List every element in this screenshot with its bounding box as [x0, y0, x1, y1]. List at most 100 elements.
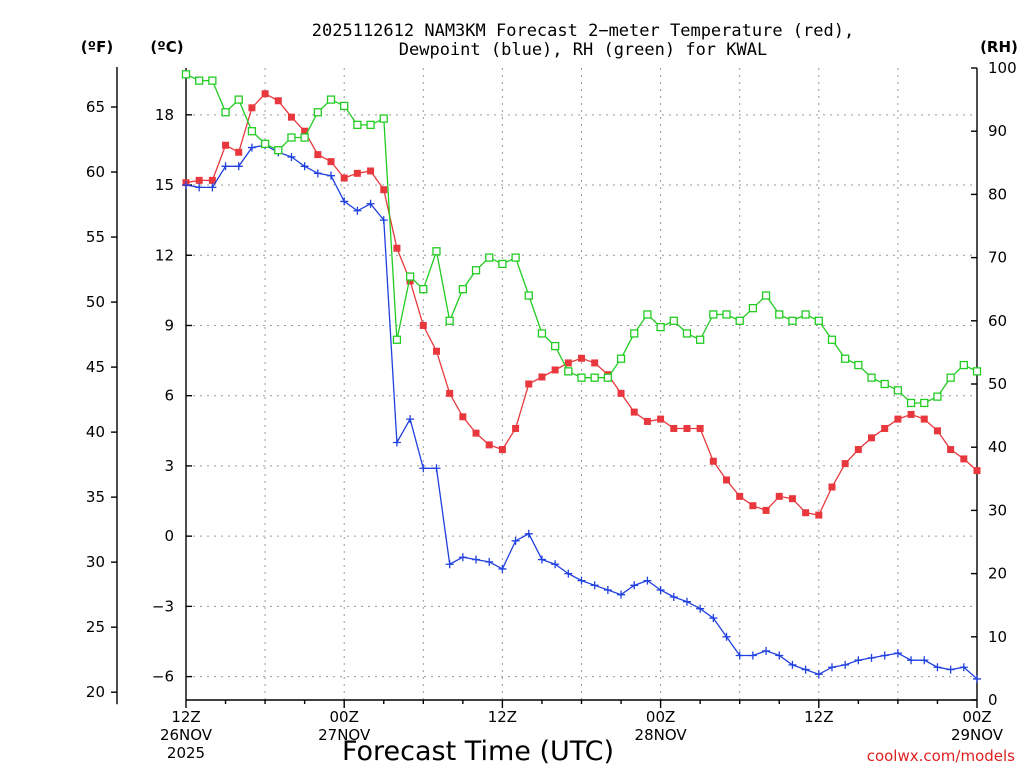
temperature-point — [485, 441, 493, 449]
temperature-point — [512, 424, 520, 432]
data-series — [181, 70, 982, 683]
dewpoint-point — [656, 585, 665, 594]
dewpoint-point — [537, 555, 546, 564]
rh-point — [959, 360, 968, 370]
dewpoint-point — [880, 651, 889, 660]
rh-point — [748, 304, 758, 313]
rh-tick-label: 90 — [988, 122, 1007, 140]
temperature-point — [525, 380, 533, 388]
rh-point — [471, 266, 481, 275]
temperature-point — [630, 408, 638, 416]
celsius-tick-label: 3 — [164, 457, 174, 475]
fahrenheit-tick-label: 50 — [86, 293, 105, 311]
temperature-point — [287, 113, 295, 121]
dewpoint-point — [511, 536, 520, 545]
rh-point — [682, 329, 692, 338]
temperature-point — [578, 354, 585, 362]
rh-point — [550, 341, 560, 351]
temperature-point — [353, 169, 361, 177]
temperature-point — [274, 97, 282, 105]
temperature-point — [367, 167, 375, 175]
temperature-point — [419, 321, 427, 329]
rh-tick-label: 0 — [988, 691, 998, 709]
temperature-point — [762, 506, 770, 514]
dewpoint-point — [709, 614, 718, 623]
temperature-point — [775, 492, 783, 500]
temperature-point — [406, 277, 414, 285]
temperature-point — [736, 492, 744, 500]
dewpoint-point — [827, 663, 836, 672]
rh-point — [603, 373, 613, 382]
chart-title-line1: 2025112612 NAM3KM Forecast 2−meter Tempe… — [312, 21, 854, 41]
dewpoint-point — [379, 216, 388, 225]
dewpoint-point — [775, 651, 784, 660]
temperature-point — [261, 90, 269, 98]
fahrenheit-tick-label: 55 — [86, 228, 105, 246]
dewpoint-point — [762, 646, 771, 655]
rh-point — [761, 291, 771, 300]
dewpoint-point — [643, 576, 652, 585]
temperature-point — [696, 424, 704, 432]
rh-point — [445, 316, 454, 325]
dewpoint-point — [300, 162, 309, 171]
dewpoint-point — [867, 653, 876, 662]
temperature-point — [222, 141, 230, 149]
temperature-point — [459, 413, 467, 421]
temperature-point — [591, 359, 599, 367]
temperature-point — [301, 127, 309, 135]
rh-point — [564, 367, 573, 376]
fahrenheit-tick-label: 35 — [86, 488, 105, 506]
rh-point — [656, 322, 665, 332]
dewpoint-point — [353, 206, 362, 215]
rh-tick-label: 60 — [988, 312, 1007, 330]
temperature-point — [617, 389, 625, 397]
dewpoint-point — [577, 576, 586, 585]
dewpoint-point — [630, 581, 639, 590]
rh-point — [195, 76, 204, 85]
dewpoint-point — [617, 590, 626, 599]
rh-point — [379, 114, 388, 123]
fahrenheit-tick-label: 65 — [86, 98, 105, 116]
temperature-point — [920, 415, 928, 423]
time-tick-label: 26NOV — [160, 726, 213, 744]
rh-point — [234, 95, 243, 104]
dewpoint-point — [564, 569, 573, 578]
temperature-point — [446, 389, 454, 397]
celsius-tick-label: 6 — [164, 387, 174, 405]
dewpoint-point — [498, 564, 507, 573]
dewpoint-point — [907, 656, 916, 665]
temperature-point — [841, 460, 849, 468]
dewpoint-point — [669, 593, 678, 602]
rh-point — [590, 373, 599, 382]
rh-point — [827, 335, 837, 344]
time-tick-label: 12Z — [171, 708, 200, 726]
rh-point — [221, 108, 230, 117]
dewpoint-point — [946, 665, 955, 674]
rh-tick-label: 30 — [988, 501, 1007, 519]
temperature-point — [683, 424, 691, 432]
rh-point — [854, 360, 863, 370]
time-tick-label: 27NOV — [318, 726, 371, 744]
temperature-point — [195, 176, 203, 184]
dewpoint-point — [419, 464, 428, 473]
axes — [116, 67, 978, 705]
temperature-point — [657, 415, 665, 423]
temperature-point — [868, 434, 876, 442]
temperature-point — [670, 424, 678, 432]
temperature-point — [881, 424, 889, 432]
dewpoint-point — [340, 197, 349, 206]
rh-point — [972, 367, 982, 376]
dewpoint-point — [854, 656, 863, 665]
rh-point — [366, 120, 375, 130]
rh-point — [643, 310, 652, 319]
source-credit[interactable]: coolwx.com/models — [867, 747, 1015, 765]
dewpoint-point — [696, 604, 705, 613]
rh-point — [867, 373, 876, 382]
grid-lines — [186, 68, 977, 700]
temperature-point — [933, 427, 941, 435]
rh-point — [300, 133, 309, 142]
dewpoint-point — [893, 649, 902, 658]
temperature-point — [973, 467, 981, 475]
temperature-point — [723, 476, 731, 484]
rh-point — [498, 259, 507, 269]
